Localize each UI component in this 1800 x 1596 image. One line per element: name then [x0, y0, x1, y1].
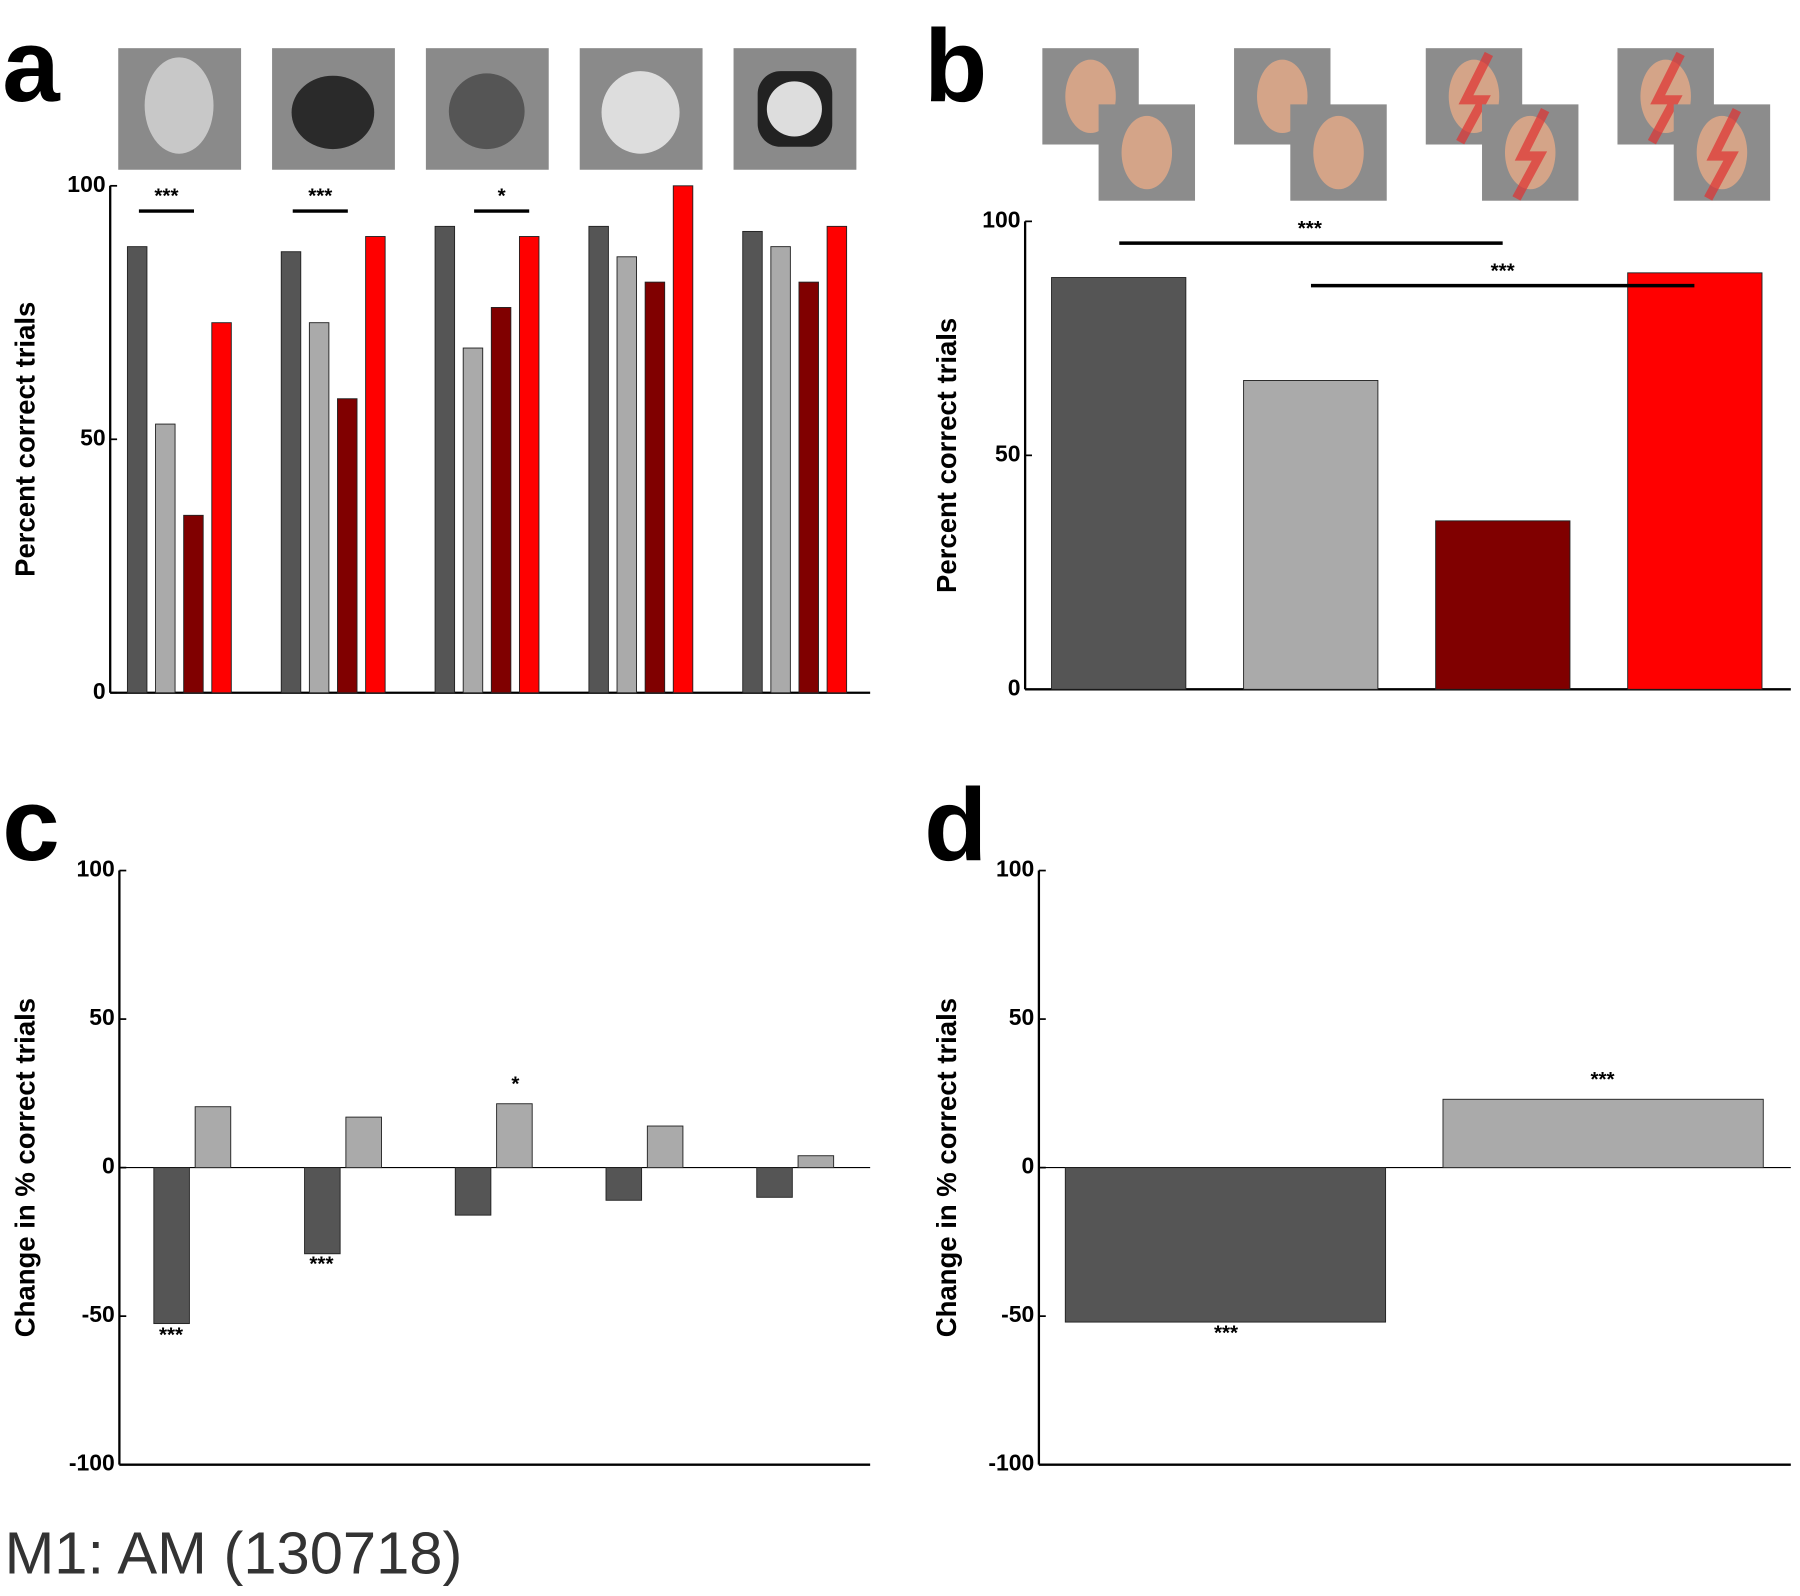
y-tick-label: 0 [93, 678, 106, 704]
bar [1442, 1098, 1764, 1169]
y-tick-label: -50 [82, 1301, 115, 1327]
bar [337, 398, 358, 694]
bar [1051, 277, 1187, 690]
bar [616, 256, 638, 694]
y-tick-label: 50 [1009, 1004, 1035, 1030]
bar [365, 236, 386, 694]
lightning-icon [1512, 108, 1550, 201]
y-tick-label: 100 [76, 856, 114, 882]
y-tick-label: 100 [982, 206, 1020, 232]
bar [454, 1167, 492, 1216]
significance-label: *** [308, 185, 333, 208]
significance-label: *** [309, 1253, 334, 1276]
y-tick-label: 50 [89, 1004, 115, 1030]
bar [770, 246, 791, 694]
y-tick-label: 0 [102, 1153, 115, 1179]
y-tick-label: 100 [67, 171, 105, 197]
clock-face [766, 81, 822, 137]
bar [672, 185, 694, 694]
bar [194, 1106, 232, 1169]
bar [518, 236, 540, 694]
lightning-icon [1647, 51, 1685, 145]
orange-shape [448, 73, 525, 150]
y-axis-label: Change in % correct trials [931, 998, 962, 1337]
face-pair-images [1042, 48, 1771, 201]
face-shape [1313, 115, 1364, 190]
bar [1627, 272, 1763, 690]
apple-shape [291, 75, 375, 150]
bar [1435, 520, 1571, 690]
panel-label: a [2, 8, 61, 123]
significance-label: *** [1298, 217, 1323, 240]
bar [345, 1116, 382, 1169]
bar [797, 1155, 835, 1169]
bar [153, 1167, 190, 1325]
lightning-icon [1704, 108, 1741, 201]
bar [280, 251, 302, 694]
significance-label: *** [1214, 1321, 1239, 1344]
bar [183, 514, 204, 694]
y-tick-label: -100 [988, 1450, 1034, 1476]
bar [644, 281, 666, 694]
y-tick-label: -100 [69, 1450, 115, 1476]
bar [1064, 1167, 1387, 1323]
stimulus-images [118, 48, 857, 170]
bar [211, 322, 232, 694]
bar [155, 423, 176, 694]
face-shape [1121, 115, 1173, 190]
caption: M1: AM (130718) [5, 1520, 463, 1587]
significance-label: *** [1491, 259, 1516, 282]
bar [742, 230, 763, 694]
panel-label: c [2, 767, 59, 882]
significance-label: * [511, 1072, 520, 1095]
bar [798, 281, 819, 694]
bar [756, 1167, 793, 1198]
y-tick-label: 0 [1022, 1153, 1035, 1179]
bar [1243, 380, 1379, 690]
bar [646, 1125, 684, 1169]
bar [605, 1167, 643, 1201]
lightning-icon [1456, 51, 1494, 145]
significance-label: *** [159, 1324, 184, 1347]
y-axis-label: Change in % correct trials [9, 998, 40, 1337]
face-shape [144, 57, 214, 154]
y-tick-label: -50 [1001, 1301, 1034, 1327]
bar [496, 1103, 533, 1169]
y-tick-label: 50 [80, 424, 106, 450]
y-axis-label: Percent correct trials [931, 318, 962, 593]
bar [126, 246, 148, 694]
significance-label: *** [1590, 1068, 1615, 1091]
panel-label: d [924, 767, 987, 882]
y-tick-label: 100 [996, 856, 1034, 882]
y-axis-label: Percent correct trials [9, 302, 40, 577]
significance-label: *** [154, 185, 179, 208]
bar [304, 1167, 341, 1255]
bar [308, 322, 330, 694]
teapot-shape [601, 71, 680, 154]
bar [434, 225, 456, 694]
bar [826, 225, 848, 694]
significance-label: * [498, 185, 507, 208]
bar [462, 347, 484, 694]
y-tick-label: 50 [995, 440, 1021, 466]
bar [490, 307, 512, 694]
panel-label: b [924, 8, 987, 123]
bar [588, 225, 609, 694]
y-tick-label: 0 [1008, 674, 1021, 700]
